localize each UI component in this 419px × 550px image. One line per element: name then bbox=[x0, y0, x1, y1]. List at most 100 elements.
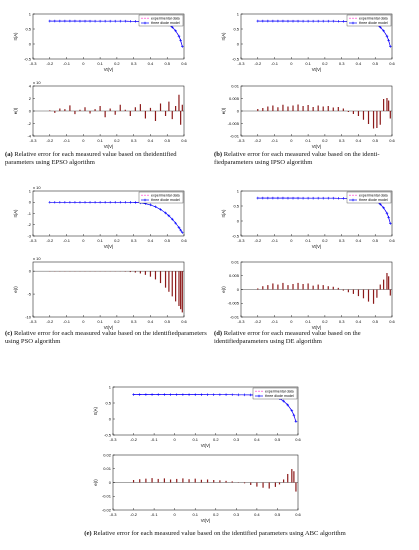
model-point-marker bbox=[150, 393, 154, 396]
error-bar bbox=[164, 111, 167, 116]
model-point-marker bbox=[378, 202, 382, 206]
model-point-marker bbox=[78, 19, 82, 23]
panel-b-iv: -0.3 -0.2 -0.1 0 0.1 0.2 0.3 0.4 0.5 0.6 Vt(V) -0.5… bbox=[221, 11, 396, 72]
error-bar bbox=[139, 479, 141, 483]
x-tick-label: 0 bbox=[290, 319, 293, 324]
error-bar bbox=[347, 111, 349, 112]
error-bar bbox=[337, 287, 339, 290]
error-bar bbox=[144, 271, 147, 275]
error-bar bbox=[312, 107, 314, 111]
model-point-marker bbox=[48, 19, 52, 23]
model-point-marker bbox=[175, 393, 179, 396]
panel-e-iv: -0.3 -0.2 -0.1 0 0.1 0.2 0.3 0.4 0.5 0.6 Vt(V) -0.5… bbox=[93, 384, 302, 448]
y-tick-label: 0.5 bbox=[105, 400, 111, 405]
model-point-marker bbox=[271, 196, 275, 200]
x-tick-label: 0.6 bbox=[181, 138, 187, 143]
error-bar bbox=[262, 108, 264, 111]
model-point-marker bbox=[200, 393, 203, 396]
error-bar bbox=[168, 271, 170, 292]
x-tick-label: 0.4 bbox=[254, 437, 260, 442]
error-bar bbox=[312, 285, 314, 290]
caption-c-text: Relative error for each measured value b… bbox=[5, 330, 207, 345]
error-bar bbox=[175, 106, 177, 111]
model-point-marker bbox=[249, 393, 253, 397]
error-bar bbox=[262, 286, 264, 290]
error-bar bbox=[342, 289, 344, 291]
model-point-marker bbox=[63, 19, 67, 23]
x-tick-label: 0.6 bbox=[181, 319, 187, 324]
error-bar bbox=[257, 109, 259, 111]
error-bar bbox=[114, 111, 116, 115]
error-bar bbox=[317, 105, 319, 111]
x-tick-label: 0.5 bbox=[164, 61, 170, 66]
model-point-marker bbox=[256, 19, 260, 23]
error-bar bbox=[163, 478, 165, 483]
x-tick-label: 0.5 bbox=[275, 437, 281, 442]
x-tick-label: 0.2 bbox=[114, 138, 120, 143]
error-bar bbox=[282, 104, 284, 111]
model-point-marker bbox=[73, 200, 77, 204]
y-axis-label: It(A) bbox=[13, 209, 18, 218]
error-bar bbox=[188, 479, 190, 483]
error-bar bbox=[139, 104, 141, 111]
x-tick-label: -0.1 bbox=[63, 319, 71, 324]
error-bar bbox=[352, 289, 355, 294]
model-point-marker bbox=[169, 393, 172, 396]
model-point-marker bbox=[132, 393, 135, 396]
x-axis-label: Vt(V) bbox=[312, 144, 322, 149]
x-tick-label: 0 bbox=[290, 238, 293, 243]
error-bar bbox=[243, 482, 246, 484]
error-bar bbox=[376, 289, 378, 298]
error-bar bbox=[59, 108, 61, 111]
y-tick-label: -0.01 bbox=[102, 494, 112, 499]
x-tick-label: 0.5 bbox=[372, 238, 378, 243]
x-tick-label: 0.1 bbox=[97, 61, 103, 66]
error-bar bbox=[389, 289, 391, 296]
error-bar bbox=[357, 111, 360, 116]
model-point-marker bbox=[321, 19, 325, 23]
model-point-marker bbox=[93, 200, 97, 204]
legend-marker-model bbox=[351, 198, 355, 202]
x-tick-label: 0.1 bbox=[97, 138, 103, 143]
x-tick-label: 0.2 bbox=[213, 512, 219, 517]
error-bar bbox=[291, 469, 293, 483]
y-tick-label: -0.01 bbox=[230, 314, 240, 319]
model-point-marker bbox=[113, 19, 117, 23]
error-bar bbox=[154, 111, 157, 121]
error-bar bbox=[372, 289, 375, 304]
caption-a-text: Relative error for each measured value b… bbox=[5, 151, 177, 166]
x-tick-label: 0.2 bbox=[322, 61, 328, 66]
y-axis-label: e(I) bbox=[221, 107, 226, 114]
x-tick-label: 0.3 bbox=[131, 61, 137, 66]
x-tick-label: -0.3 bbox=[30, 238, 38, 243]
error-bar bbox=[180, 111, 182, 125]
error-bar bbox=[262, 482, 264, 488]
x-tick-label: 0.3 bbox=[339, 238, 345, 243]
caption-b: (b) Relative error for each measured val… bbox=[214, 151, 416, 167]
model-point-marker bbox=[53, 200, 57, 204]
error-bar bbox=[295, 482, 297, 492]
error-bar bbox=[175, 271, 177, 302]
legend-marker-model bbox=[257, 394, 261, 398]
model-point-marker bbox=[134, 201, 137, 204]
x-tick-label: 0.2 bbox=[114, 319, 120, 324]
error-bar bbox=[74, 111, 76, 115]
error-bar bbox=[104, 111, 106, 118]
x-axis-label: Vt(V) bbox=[104, 244, 114, 249]
x-tick-label: 0.3 bbox=[234, 437, 240, 442]
x-tick-label: 0.2 bbox=[114, 238, 120, 243]
model-point-marker bbox=[290, 409, 294, 412]
x-tick-label: 0.4 bbox=[356, 138, 362, 143]
error-bar bbox=[367, 289, 370, 302]
caption-b-text: Relative error for each measured value b… bbox=[214, 151, 380, 166]
model-point-marker bbox=[118, 200, 122, 204]
model-point-marker bbox=[382, 29, 385, 33]
x-tick-label: 0.6 bbox=[181, 238, 187, 243]
error-bar bbox=[144, 111, 147, 119]
panel-d-err: -0.3 -0.2 -0.1 0 0.1 0.2 0.3 0.4 0.5 0.6 Vt(V) -0.0… bbox=[221, 259, 396, 330]
model-point-marker bbox=[342, 196, 345, 200]
caption-e-text: Relative error for each measured value b… bbox=[93, 530, 346, 537]
caption-c-letter: (c) bbox=[5, 330, 13, 337]
x-tick-label: 0.6 bbox=[389, 238, 395, 243]
x-tick-label: 0.2 bbox=[322, 238, 328, 243]
